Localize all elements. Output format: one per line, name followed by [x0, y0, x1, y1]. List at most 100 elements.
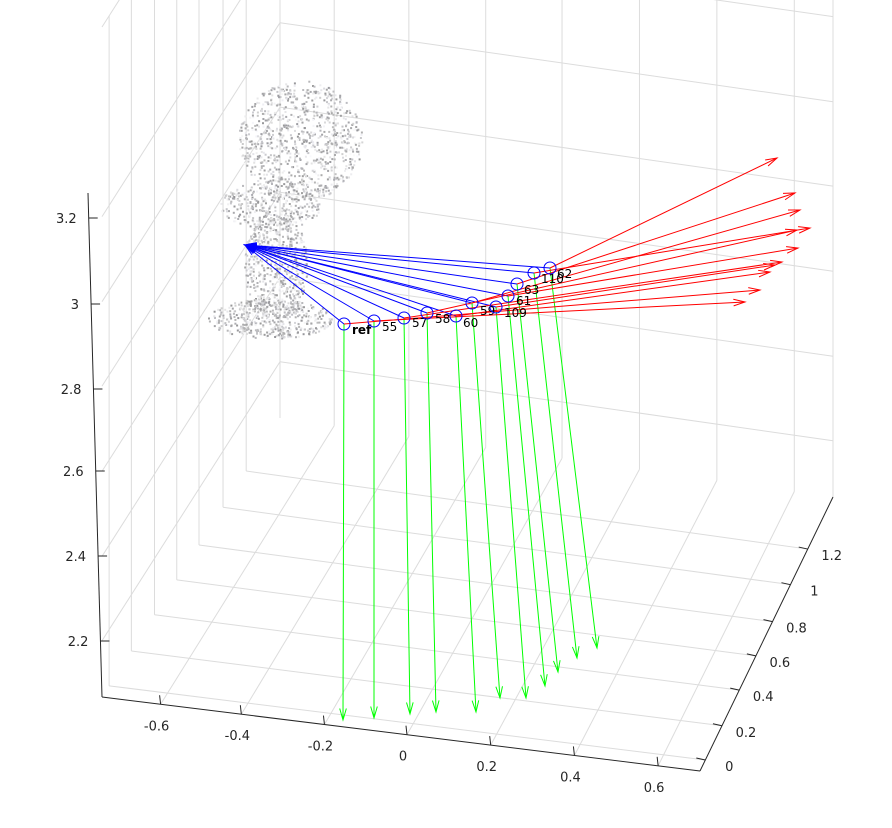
cloud-point	[286, 233, 289, 235]
cloud-point	[302, 130, 305, 133]
cloud-point	[242, 184, 244, 187]
cloud-point	[298, 137, 301, 140]
cloud-point	[349, 135, 352, 138]
cloud-point	[351, 115, 354, 118]
cloud-point	[222, 209, 225, 212]
cloud-point	[306, 89, 309, 92]
cloud-point	[283, 183, 286, 186]
optical-axis-arrow	[549, 157, 778, 269]
cloud-point	[267, 189, 270, 192]
cloud-point	[231, 195, 233, 198]
cloud-point	[282, 285, 285, 287]
cloud-point	[337, 178, 340, 181]
cloud-point	[301, 196, 304, 199]
cloud-point	[220, 202, 223, 205]
cloud-point	[282, 205, 285, 208]
cloud-point	[328, 121, 331, 124]
cloud-point	[350, 146, 353, 149]
cloud-point	[229, 332, 232, 335]
cloud-point	[272, 287, 275, 290]
cloud-point	[263, 177, 266, 180]
cloud-point	[254, 257, 257, 260]
cloud-point	[268, 134, 271, 137]
cloud-point	[312, 331, 314, 334]
cloud-point	[249, 270, 252, 273]
cloud-point	[262, 103, 265, 106]
cloud-point	[342, 179, 345, 182]
cloud-point	[288, 209, 291, 211]
cloud-point	[311, 209, 314, 212]
z-tick-label: 2.4	[65, 550, 86, 565]
cloud-point	[329, 323, 331, 326]
cloud-point	[272, 312, 275, 315]
cloud-point	[301, 216, 304, 218]
object-ray	[244, 244, 405, 319]
cloud-point	[320, 114, 323, 117]
cloud-point	[270, 141, 273, 144]
cloud-point	[234, 220, 237, 223]
cloud-point	[265, 185, 268, 188]
cloud-point	[288, 309, 291, 312]
cloud-point	[315, 190, 318, 193]
cloud-point	[248, 259, 250, 262]
cloud-point	[341, 141, 344, 144]
cloud-point	[289, 323, 292, 326]
optical-axis-arrow	[426, 229, 798, 314]
cloud-point	[260, 309, 263, 312]
cloud-point	[305, 275, 308, 278]
cloud-point	[243, 324, 246, 326]
cloud-point	[294, 147, 297, 150]
cloud-point	[289, 243, 292, 246]
cloud-point	[306, 152, 309, 154]
cloud-point	[341, 146, 344, 149]
cloud-point	[240, 207, 242, 210]
cloud-point	[275, 301, 278, 304]
cloud-point	[303, 254, 306, 257]
cloud-point	[289, 276, 292, 279]
cloud-point	[317, 211, 320, 214]
cloud-point	[245, 269, 248, 272]
cloud-point	[294, 140, 296, 143]
cloud-point	[239, 222, 242, 225]
cloud-point	[252, 207, 255, 209]
cloud-point	[287, 271, 290, 274]
cloud-point	[270, 331, 273, 334]
cloud-point	[247, 147, 250, 150]
cloud-point	[258, 156, 261, 159]
cloud-point	[285, 216, 288, 218]
cloud-point	[216, 320, 219, 323]
cloud-point	[269, 333, 272, 336]
cloud-point	[273, 111, 276, 114]
cloud-point	[263, 278, 266, 281]
cloud-point	[293, 89, 296, 92]
cloud-point	[303, 141, 305, 143]
cloud-point	[245, 123, 248, 126]
cloud-point	[234, 310, 237, 313]
cloud-point	[229, 330, 232, 333]
cloud-point	[242, 122, 245, 125]
cloud-point	[316, 141, 319, 144]
cloud-point	[269, 256, 272, 259]
object-ray	[244, 244, 457, 317]
cloud-point	[273, 241, 276, 244]
cloud-point	[287, 175, 290, 178]
camera-label: 61	[516, 294, 531, 308]
cloud-point	[243, 198, 246, 201]
cloud-point	[294, 175, 296, 178]
cloud-point	[261, 161, 264, 164]
cloud-point	[265, 161, 268, 164]
cloud-point	[262, 324, 265, 327]
cloud-point	[245, 137, 248, 140]
cloud-point	[314, 97, 316, 100]
cloud-point	[285, 313, 288, 316]
cloud-point	[275, 229, 278, 232]
cloud-point	[346, 142, 349, 145]
cloud-point	[334, 140, 337, 143]
cloud-point	[283, 107, 286, 110]
cloud-point	[262, 280, 265, 283]
cloud-point	[238, 301, 241, 304]
cloud-point	[269, 205, 272, 208]
cloud-point	[274, 206, 277, 209]
cloud-point	[294, 300, 297, 303]
